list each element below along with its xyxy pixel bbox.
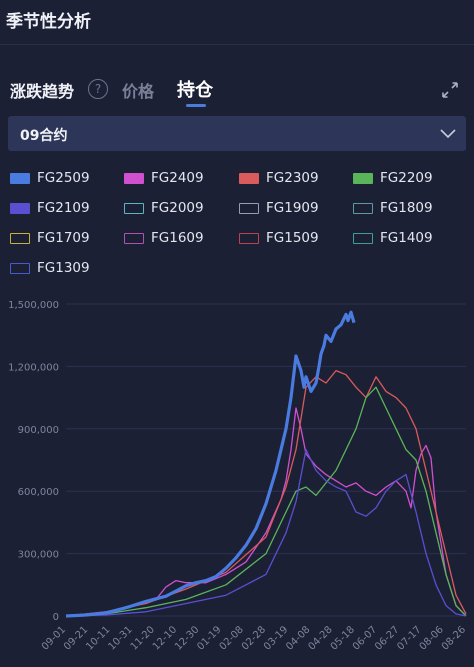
series-line-fg2509 — [65, 310, 356, 618]
series-line-fg2309 — [65, 369, 467, 617]
legend-swatch — [239, 232, 259, 244]
legend-label: FG2409 — [151, 170, 204, 186]
legend-label: FG1409 — [380, 230, 433, 246]
legend-label: FG1909 — [266, 200, 319, 216]
series-line-fg2109 — [65, 448, 467, 617]
x-tick-label: 07-17 — [395, 624, 423, 652]
legend-item[interactable]: FG1709 — [10, 227, 90, 249]
legend-label: FG1609 — [151, 230, 204, 246]
x-tick-label: 02-28 — [240, 624, 268, 652]
legend-label: FG2009 — [151, 200, 204, 216]
x-tick-label: 11-20 — [129, 624, 157, 652]
x-tick-label: 02-08 — [218, 624, 246, 652]
legend-label: FG2209 — [380, 170, 433, 186]
legend-swatch — [239, 202, 259, 214]
legend-swatch — [353, 202, 373, 214]
legend-swatch — [10, 262, 30, 274]
legend-swatch — [353, 172, 373, 184]
legend-swatch — [353, 232, 373, 244]
y-tick-label: 1,500,000 — [8, 300, 59, 311]
legend-swatch — [124, 172, 144, 184]
y-tick-label: 900,000 — [18, 425, 59, 436]
legend-item[interactable]: FG2109 — [10, 197, 90, 219]
legend-label: FG2509 — [37, 170, 90, 186]
x-tick-label: 12-30 — [173, 624, 201, 652]
x-tick-label: 04-28 — [306, 624, 334, 652]
y-tick-label: 600,000 — [18, 487, 59, 498]
x-tick-label: 06-27 — [373, 624, 401, 652]
legend-item[interactable]: FG2009 — [124, 197, 204, 219]
x-tick-label: 09-21 — [62, 624, 90, 652]
legend-item[interactable]: FG2509 — [10, 167, 90, 189]
legend-item[interactable]: FG1909 — [239, 197, 319, 219]
tab-open-interest[interactable]: 持仓 — [177, 80, 213, 101]
chart-legend: FG2509 FG2409 FG2309 FG2209 FG2109 FG2009 FG19… — [0, 165, 474, 285]
x-tick-label: 05-18 — [329, 624, 357, 652]
x-tick-label: 04-08 — [284, 624, 312, 652]
legend-swatch — [239, 172, 259, 184]
open-interest-chart: 0 300,000 600,000 900,000 1,200,000 1,500,000… — [8, 300, 468, 653]
legend-swatch — [10, 202, 30, 214]
x-tick-label: 09-01 — [40, 624, 68, 652]
legend-label: FG2309 — [266, 170, 319, 186]
legend-item[interactable]: FG1409 — [353, 227, 433, 249]
legend-label: FG2109 — [37, 200, 90, 216]
x-tick-label: 10-31 — [106, 624, 134, 652]
x-tick-label: 10-11 — [84, 624, 112, 652]
y-tick-label: 300,000 — [18, 550, 59, 561]
contract-select-value: 09合约 — [20, 128, 68, 144]
x-tick-label: 01-19 — [195, 624, 223, 652]
tab-price[interactable]: 价格 — [122, 82, 155, 101]
legend-label: FG1709 — [37, 230, 90, 246]
expand-icon[interactable] — [440, 80, 460, 100]
x-tick-label: 08-06 — [418, 624, 446, 652]
legend-item[interactable]: FG1609 — [124, 227, 204, 249]
active-tab-indicator — [186, 104, 206, 107]
legend-label: FG1509 — [266, 230, 319, 246]
legend-swatch — [124, 202, 144, 214]
header-bar: 季节性分析 — [0, 0, 474, 45]
x-tick-label: 03-19 — [262, 624, 290, 652]
contract-select[interactable]: 09合约 — [8, 116, 466, 151]
tab-bar: 涨跌趋势 ? 价格 持仓 — [0, 72, 474, 112]
legend-label: FG1809 — [380, 200, 433, 216]
legend-item[interactable]: FG1809 — [353, 197, 433, 219]
x-tick-label: 08-26 — [440, 624, 468, 652]
legend-item[interactable]: FG2409 — [124, 167, 204, 189]
legend-item[interactable]: FG1309 — [10, 257, 90, 279]
legend-item[interactable]: FG2209 — [353, 167, 433, 189]
legend-swatch — [10, 232, 30, 244]
series-line-fg2209 — [65, 386, 467, 617]
legend-swatch — [10, 172, 30, 184]
legend-label: FG1309 — [37, 260, 90, 276]
legend-item[interactable]: FG2309 — [239, 167, 319, 189]
x-tick-label: 06-07 — [351, 624, 379, 652]
legend-swatch — [124, 232, 144, 244]
y-tick-label: 0 — [53, 612, 59, 623]
chevron-down-icon — [440, 129, 456, 139]
tab-trend[interactable]: 涨跌趋势 — [10, 82, 75, 101]
page-title: 季节性分析 — [6, 12, 91, 32]
y-tick-label: 1,200,000 — [8, 362, 59, 373]
legend-item[interactable]: FG1509 — [239, 227, 319, 249]
x-tick-label: 12-10 — [151, 624, 179, 652]
series-line-fg2409 — [65, 407, 467, 617]
help-icon[interactable]: ? — [88, 79, 108, 99]
